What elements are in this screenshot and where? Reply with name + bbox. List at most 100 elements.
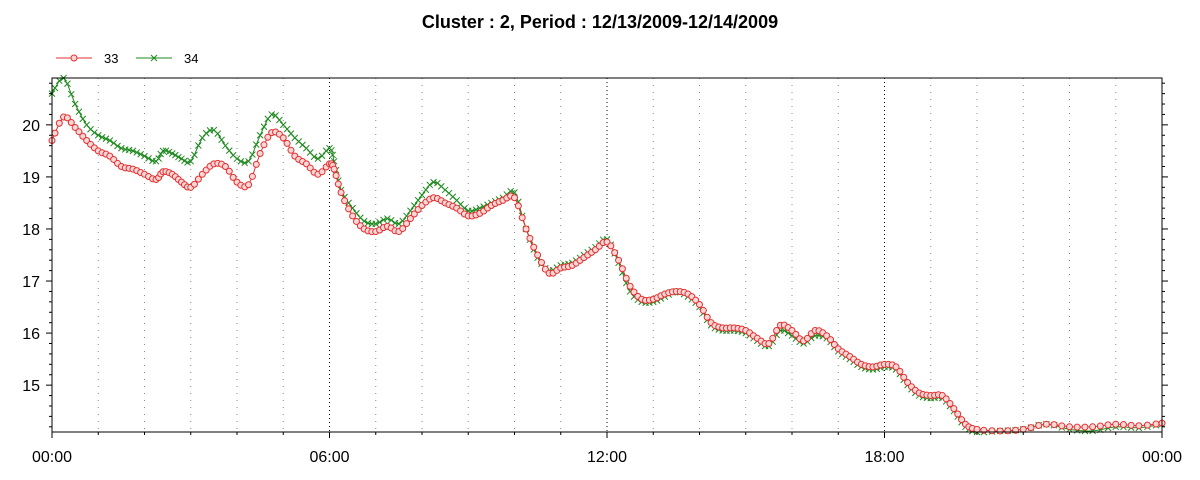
series-34-point-stroke xyxy=(94,131,102,139)
series-34-point xyxy=(91,129,98,136)
series-34-point xyxy=(310,153,318,161)
series-33-point xyxy=(330,165,338,173)
series-34-point-stroke xyxy=(387,216,395,224)
series-34-point-stroke xyxy=(71,100,79,108)
series-34-point xyxy=(129,147,137,155)
series-34-point-stroke xyxy=(51,84,59,92)
series-34-point xyxy=(171,151,179,159)
series-33-point xyxy=(63,114,71,122)
series-34-point-stroke xyxy=(129,147,137,155)
series-33-point xyxy=(1119,421,1127,429)
series-33-point xyxy=(256,149,264,157)
series-34-point-stroke xyxy=(272,112,279,119)
series-34-point xyxy=(414,196,422,204)
series-34-point-stroke xyxy=(283,125,291,133)
series-33-point xyxy=(534,251,542,259)
series-34-point-stroke xyxy=(67,90,75,98)
series-33-point xyxy=(1042,420,1050,428)
series-34-point xyxy=(159,147,167,155)
series-33-point xyxy=(245,181,253,189)
series-34-point xyxy=(249,151,256,158)
series-33-point xyxy=(904,379,912,387)
series-34-point xyxy=(79,115,87,123)
series-34-point-stroke xyxy=(430,178,437,186)
series-34-point-stroke xyxy=(318,152,326,160)
series-34-point xyxy=(175,153,182,161)
series-34-point xyxy=(137,150,144,158)
series-34-point xyxy=(106,137,114,144)
series-33-point xyxy=(1135,422,1143,430)
series-34-point-stroke xyxy=(391,219,399,227)
series-34-point-stroke xyxy=(295,138,303,145)
series-34-point-stroke xyxy=(395,220,403,228)
series-33-point xyxy=(264,133,272,141)
series-33-point xyxy=(1004,427,1012,435)
x-tick-label: 06:00 xyxy=(309,449,349,466)
series-34-point-stroke xyxy=(159,147,167,155)
series-33-point xyxy=(1089,423,1097,431)
series-34-point-stroke xyxy=(106,137,114,144)
series-34-point xyxy=(64,80,71,88)
series-34-point-stroke xyxy=(218,136,225,144)
series-34-point xyxy=(225,147,233,154)
series-34-point xyxy=(102,135,110,143)
series-34-point-stroke xyxy=(191,151,198,159)
series-34-point xyxy=(245,157,252,165)
x-tick-label: 00:00 xyxy=(1142,449,1182,466)
series-34-point-stroke xyxy=(407,207,414,215)
series-34-point-stroke xyxy=(380,216,387,224)
series-34-point-stroke xyxy=(225,147,233,154)
series-34-point xyxy=(422,186,430,194)
series-33-point xyxy=(1143,421,1151,429)
series-33-point xyxy=(399,225,407,233)
series-33-point xyxy=(352,217,360,225)
series-34-point-stroke xyxy=(291,134,299,142)
series-33-point xyxy=(71,123,79,131)
series-33-point xyxy=(67,119,75,127)
series-33-point xyxy=(79,132,87,140)
series-34-point xyxy=(198,134,206,142)
series-33-point xyxy=(896,367,904,375)
series-34-point-stroke xyxy=(149,157,156,165)
series-34-point-stroke xyxy=(145,155,152,162)
series-34-point-stroke xyxy=(441,186,449,194)
series-33-point xyxy=(996,427,1004,435)
series-34-point-stroke xyxy=(155,155,162,162)
series-34-point-stroke xyxy=(453,196,461,204)
series-33-point xyxy=(615,256,623,264)
series-34-point xyxy=(322,147,330,155)
series-33-point xyxy=(769,334,777,342)
series-34-point xyxy=(125,146,133,154)
series-33-point xyxy=(942,395,950,403)
series-34-point-stroke xyxy=(233,155,241,163)
series-34-point-stroke xyxy=(222,142,229,150)
series-34-point-stroke xyxy=(83,121,91,129)
series-34-point-stroke xyxy=(403,212,410,220)
series-33-point xyxy=(1050,421,1058,429)
series-34-point xyxy=(329,151,337,159)
series-34-point-stroke xyxy=(260,123,268,131)
series-33-point xyxy=(611,249,619,257)
series-34-point-stroke xyxy=(202,129,210,137)
series-34-point-stroke xyxy=(241,159,249,167)
series-33 xyxy=(48,113,1166,435)
series-33-point xyxy=(283,139,291,147)
series-34-point xyxy=(214,130,222,137)
series-33-point xyxy=(692,296,700,304)
series-33-point xyxy=(946,400,954,408)
series-33-point xyxy=(221,163,229,170)
series-34-point xyxy=(268,111,276,118)
legend: 33 34 xyxy=(56,51,198,66)
series-34-point-stroke xyxy=(87,125,94,133)
series-33-point xyxy=(334,180,342,188)
x-tick-label: 18:00 xyxy=(864,449,904,466)
series-34-point-stroke xyxy=(468,207,476,215)
series-34-point xyxy=(165,148,173,156)
series-34-point-stroke xyxy=(114,142,121,150)
series-34-point-stroke xyxy=(476,204,484,212)
series-33-point xyxy=(526,234,534,242)
series-33-point xyxy=(900,373,908,381)
series-34-point-stroke xyxy=(133,149,141,156)
series-33-point xyxy=(699,306,707,314)
series-34-point-stroke xyxy=(64,80,71,88)
